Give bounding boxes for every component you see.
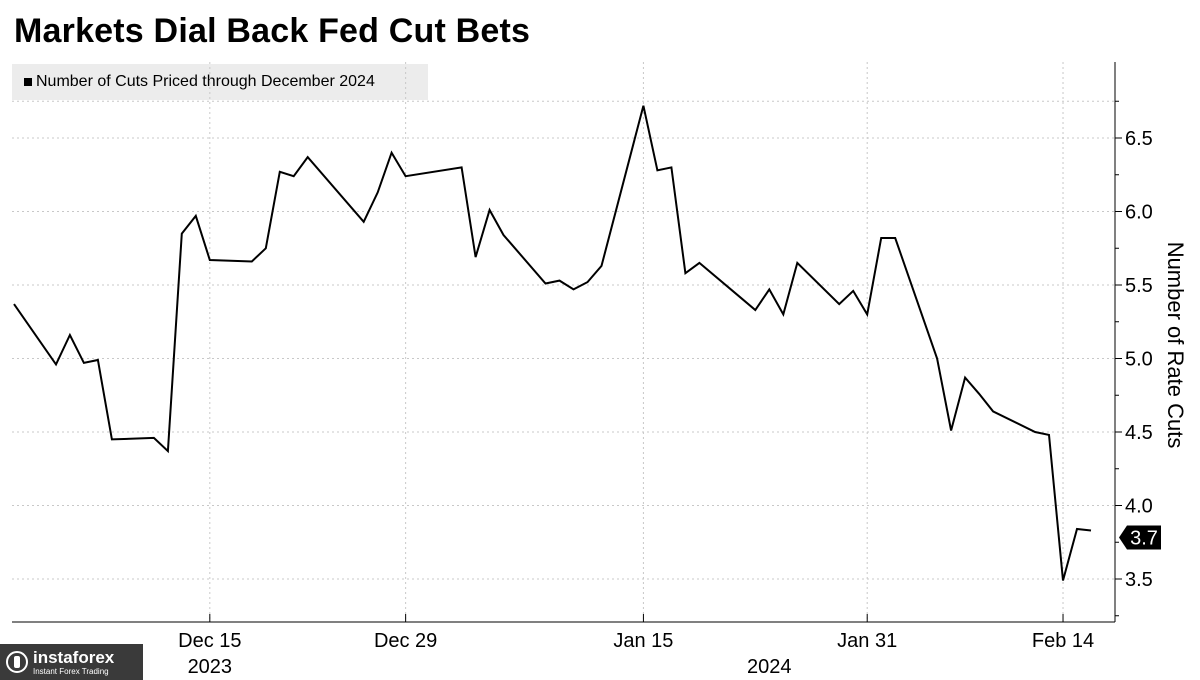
watermark-tagline: Instant Forex Trading	[33, 666, 109, 676]
y-tick-label: 5.0	[1125, 349, 1153, 371]
instaforex-logo-icon	[6, 651, 28, 673]
x-tick-label: Dec 29	[374, 630, 437, 652]
y-tick-label: 6.0	[1125, 202, 1153, 224]
x-tick-label: Feb 14	[1032, 630, 1094, 652]
y-tick-label: 6.5	[1125, 128, 1153, 150]
y-tick-label: 4.5	[1125, 422, 1153, 444]
x-year-label: 2024	[747, 656, 792, 678]
chart-title: Markets Dial Back Fed Cut Bets	[14, 12, 531, 50]
series-line	[13, 105, 1092, 581]
axes	[12, 62, 1122, 623]
legend-swatch	[24, 78, 32, 86]
last-value-flag	[1119, 525, 1161, 550]
grid-lines	[12, 62, 1115, 622]
watermark: instaforex Instant Forex Trading	[0, 644, 143, 680]
x-tick-label: Jan 15	[613, 630, 673, 652]
y-tick-label: 3.5	[1125, 569, 1153, 591]
x-tick-label: Dec 15	[178, 630, 241, 652]
series-layer	[13, 105, 1092, 581]
y-tick-label: 5.5	[1125, 275, 1153, 297]
watermark-brand: instaforex	[33, 647, 115, 667]
x-year-label: 2023	[188, 656, 233, 678]
y-tick-label: 4.0	[1125, 496, 1153, 518]
y-axis-title: Number of Rate Cuts	[1163, 242, 1188, 449]
legend: Number of Cuts Priced through December 2…	[12, 64, 428, 100]
legend-label: Number of Cuts Priced through December 2…	[36, 73, 375, 90]
x-tick-label: Jan 31	[837, 630, 897, 652]
last-value-label: 3.7	[1130, 527, 1158, 549]
labels: 3.5 4.0 4.5 5.0 5.5 6.0 6.5 Dec 15 Dec 29 Jan 15 J…	[178, 128, 1188, 678]
